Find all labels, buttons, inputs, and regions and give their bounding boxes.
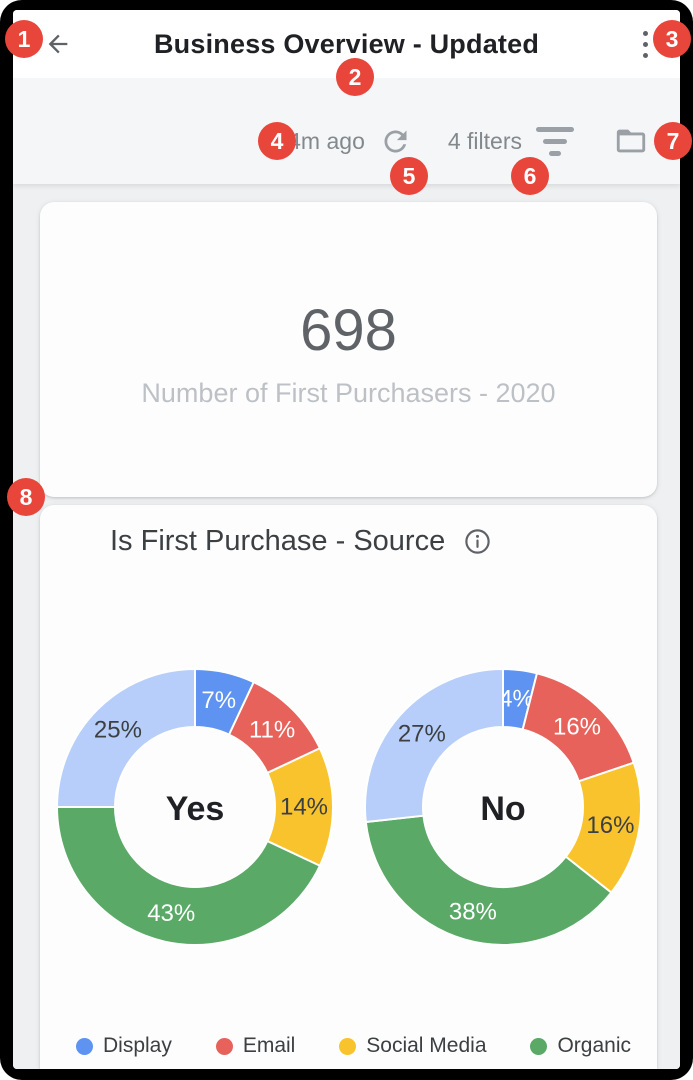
report-toolbar: 4m ago 4 filters [13, 78, 680, 184]
page-title: Business Overview - Updated [153, 29, 540, 59]
legend-item-email: Email [215, 1034, 296, 1058]
folder-icon [616, 129, 646, 153]
annotation-badge-7: 7 [654, 122, 692, 160]
pages-folder-button[interactable] [614, 124, 648, 158]
legend-dot-social-media [339, 1037, 357, 1055]
annotation-badge-8: 8 [7, 478, 45, 516]
legend-item-organic: Organic [530, 1034, 631, 1058]
refresh-button[interactable] [379, 125, 412, 158]
info-icon[interactable] [463, 527, 492, 556]
legend-label: Social Media [366, 1034, 487, 1057]
scorecard-value: 698 [300, 298, 397, 363]
back-button[interactable] [44, 30, 72, 58]
filters-count-label[interactable]: 4 filters [447, 127, 522, 154]
svg-text:7%: 7% [201, 687, 236, 714]
legend-label: Display [103, 1034, 172, 1057]
annotation-badge-6: 6 [511, 157, 549, 195]
legend-item-social-media: Social Media [339, 1034, 487, 1058]
filters-button[interactable] [536, 126, 574, 156]
kebab-dot [642, 30, 648, 36]
filter-list-icon [536, 126, 574, 156]
svg-text:14%: 14% [280, 794, 328, 821]
annotation-badge-1: 1 [5, 20, 43, 58]
svg-text:Yes: Yes [166, 790, 225, 828]
legend-label: Email [242, 1034, 296, 1057]
arrow-back-icon [48, 34, 68, 54]
donut-chart-no: 4%16%16%38%27%No [364, 668, 642, 946]
svg-text:11%: 11% [249, 716, 295, 743]
refresh-icon [384, 130, 407, 152]
svg-text:No: No [480, 790, 525, 828]
chart-title: Is First Purchase - Source [110, 525, 446, 557]
scorecard-card: 698 Number of First Purchasers - 2020 [40, 202, 657, 497]
svg-text:43%: 43% [147, 900, 195, 927]
svg-text:27%: 27% [398, 721, 446, 748]
legend-item-display: Display [76, 1034, 172, 1058]
kebab-dot [642, 41, 648, 47]
svg-text:25%: 25% [94, 716, 142, 743]
legend-dot-email [215, 1037, 233, 1055]
last-refresh-label: 4m ago [288, 127, 365, 154]
annotation-badge-5: 5 [390, 157, 428, 195]
donut-chart-yes: 7% 11% 14% 43% 25% Yes [56, 668, 334, 946]
annotation-badge-2: 2 [336, 58, 374, 96]
kebab-dot [642, 52, 648, 58]
annotation-badge-4: 4 [258, 122, 296, 160]
legend-dot-organic [530, 1037, 548, 1055]
donut-chart-card: Is First Purchase - Source 7% 11% 14% 43% 25… [40, 505, 657, 1069]
annotation-badge-3: 3 [653, 20, 691, 58]
report-canvas[interactable]: 698 Number of First Purchasers - 2020 Is… [13, 184, 680, 1069]
svg-text:16%: 16% [586, 812, 634, 839]
svg-text:38%: 38% [449, 898, 497, 925]
legend-dot-display [76, 1037, 93, 1055]
chart-legend: Display Email Social Media Organic [76, 1034, 631, 1058]
app-screen: Business Overview - Updated 4m ago 4 fil… [13, 10, 680, 1069]
legend-label: Organic [557, 1034, 631, 1057]
svg-text:16%: 16% [553, 713, 601, 740]
more-options-button[interactable] [631, 29, 659, 59]
scorecard-label: Number of First Purchasers - 2020 [141, 378, 556, 408]
